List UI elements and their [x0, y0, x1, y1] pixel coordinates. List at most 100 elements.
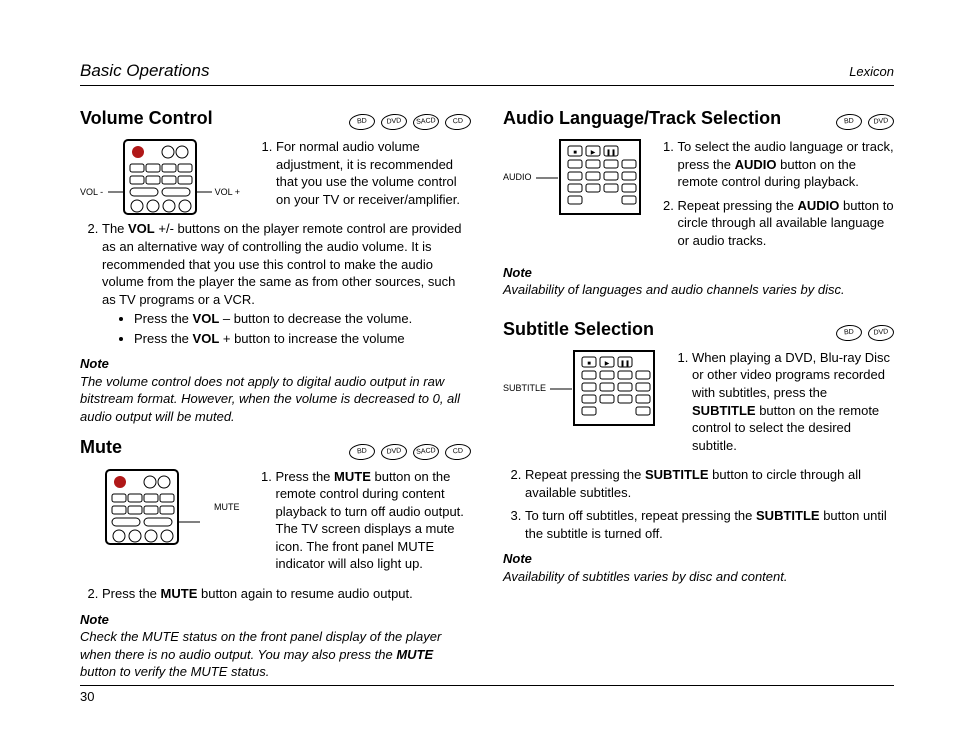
t: Repeat pressing the	[678, 198, 798, 213]
t: button to verify the MUTE status.	[80, 664, 269, 679]
volume-bullet1: Press the VOL – button to decrease the v…	[134, 310, 471, 328]
t-bold: SUBTITLE	[645, 467, 709, 482]
t-bold: VOL	[193, 311, 220, 326]
volume-badges: BD DVD SACD CD	[349, 114, 471, 130]
svg-text:▶: ▶	[590, 150, 595, 156]
subtitle-badges: BD DVD	[836, 325, 894, 341]
vol-minus-label: VOL -	[80, 186, 103, 198]
volume-step2-list: The VOL +/- buttons on the player remote…	[80, 220, 471, 347]
svg-text:■: ■	[587, 361, 591, 367]
mute-step2-list: Press the MUTE button again to resume au…	[80, 585, 471, 603]
mute-note-label: Note	[80, 611, 471, 629]
audio-step2: Repeat pressing the AUDIO button to circ…	[678, 197, 894, 250]
cd-icon: CD	[444, 113, 471, 131]
page-header: Basic Operations Lexicon	[80, 60, 894, 86]
subtitle-step1-wrap: When playing a DVD, Blu-ray Disc or othe…	[670, 349, 894, 460]
sacd-icon: SACD	[412, 443, 439, 461]
content-columns: Volume Control BD DVD SACD CD	[80, 100, 894, 691]
subtitle-note-label: Note	[503, 550, 894, 568]
page-footer: 30	[80, 685, 894, 706]
right-column: Audio Language/Track Selection BD DVD AU…	[503, 100, 894, 691]
dvd-icon: DVD	[867, 324, 894, 342]
t-bold: VOL	[193, 331, 220, 346]
audio-note-label: Note	[503, 264, 894, 282]
subtitle-step3: To turn off subtitles, repeat pressing t…	[525, 507, 894, 542]
mute-heading-row: Mute BD DVD SACD CD	[80, 435, 471, 459]
mute-step1: Press the MUTE button on the remote cont…	[276, 468, 472, 573]
header-brand: Lexicon	[849, 63, 894, 81]
audio-badges: BD DVD	[836, 114, 894, 130]
remote-audio-illustration: AUDIO ■ ▶ ❚❚	[503, 138, 642, 216]
mute-step1-wrap: Press the MUTE button on the remote cont…	[254, 468, 472, 579]
volume-bullet2: Press the VOL + button to increase the v…	[134, 330, 471, 348]
t-bold: AUDIO	[797, 198, 839, 213]
svg-text:▶: ▶	[605, 361, 610, 367]
audio-top-block: AUDIO ■ ▶ ❚❚	[503, 138, 894, 255]
subtitle-heading: Subtitle Selection	[503, 317, 654, 341]
volume-note-body: The volume control does not apply to dig…	[80, 373, 471, 426]
volume-top-block: VOL - VOL + For normal audio volume adju…	[80, 138, 471, 214]
volume-heading: Volume Control	[80, 106, 213, 130]
sacd-icon: SACD	[412, 113, 439, 131]
subtitle-label: SUBTITLE	[503, 382, 546, 394]
audio-heading: Audio Language/Track Selection	[503, 106, 781, 130]
t-bold: MUTE	[396, 647, 433, 662]
t: Press the	[102, 586, 161, 601]
dvd-icon: DVD	[380, 113, 407, 131]
remote-mute-illustration: MUTE	[80, 468, 240, 546]
remote-vol-illustration: VOL - VOL +	[80, 138, 240, 186]
subtitle-top-block: SUBTITLE ■ ▶ ❚❚	[503, 349, 894, 460]
remote-subtitle-illustration: SUBTITLE ■ ▶ ❚❚	[503, 349, 656, 427]
t: Press the	[134, 311, 193, 326]
bd-icon: BD	[348, 443, 375, 461]
t: – button to decrease the volume.	[219, 311, 412, 326]
t: Press the	[276, 469, 335, 484]
t-bold: MUTE	[161, 586, 198, 601]
dvd-icon: DVD	[380, 443, 407, 461]
audio-label: AUDIO	[503, 171, 532, 183]
t: Check the MUTE status on the front panel…	[80, 629, 441, 662]
t-bold: VOL	[128, 221, 155, 236]
t: button on the remote control during cont…	[276, 469, 464, 572]
page-number: 30	[80, 689, 94, 704]
mute-note-body: Check the MUTE status on the front panel…	[80, 628, 471, 681]
t: To turn off subtitles, repeat pressing t…	[525, 508, 756, 523]
audio-step1: To select the audio language or track, p…	[678, 138, 894, 191]
volume-bullets: Press the VOL – button to decrease the v…	[102, 310, 471, 347]
audio-heading-row: Audio Language/Track Selection BD DVD	[503, 106, 894, 130]
mute-badges: BD DVD SACD CD	[349, 444, 471, 460]
volume-step1-wrap: For normal audio volume adjustment, it i…	[254, 138, 471, 214]
header-section-title: Basic Operations	[80, 60, 209, 83]
vol-plus-label: VOL +	[215, 186, 240, 198]
mute-label: MUTE	[214, 501, 240, 513]
t-bold: AUDIO	[735, 157, 777, 172]
manual-page: Basic Operations Lexicon Volume Control …	[0, 0, 954, 738]
t-bold: SUBTITLE	[756, 508, 820, 523]
volume-step2: The VOL +/- buttons on the player remote…	[102, 220, 471, 347]
bd-icon: BD	[348, 113, 375, 131]
svg-text:❚❚: ❚❚	[605, 149, 615, 156]
audio-note-body: Availability of languages and audio chan…	[503, 281, 894, 299]
mute-step2: Press the MUTE button again to resume au…	[102, 585, 471, 603]
svg-text:❚❚: ❚❚	[620, 360, 630, 367]
audio-steps-wrap: To select the audio language or track, p…	[656, 138, 894, 255]
t: Press the	[134, 331, 193, 346]
t-bold: MUTE	[334, 469, 371, 484]
t: button again to resume audio output.	[197, 586, 412, 601]
left-column: Volume Control BD DVD SACD CD	[80, 100, 471, 691]
t: +/- buttons on the player remote control…	[102, 221, 462, 306]
mute-heading: Mute	[80, 435, 122, 459]
t-bold: SUBTITLE	[692, 403, 756, 418]
bd-icon: BD	[835, 324, 862, 342]
t: Repeat pressing the	[525, 467, 645, 482]
subtitle-note-body: Availability of subtitles varies by disc…	[503, 568, 894, 586]
volume-step1: For normal audio volume adjustment, it i…	[276, 138, 471, 208]
svg-text:■: ■	[573, 150, 577, 156]
t: The	[102, 221, 128, 236]
mute-top-block: MUTE Press the MUTE button on the remote…	[80, 468, 471, 579]
volume-note-label: Note	[80, 355, 471, 373]
cd-icon: CD	[444, 443, 471, 461]
bd-icon: BD	[835, 113, 862, 131]
dvd-icon: DVD	[867, 113, 894, 131]
subtitle-step1: When playing a DVD, Blu-ray Disc or othe…	[692, 349, 894, 454]
